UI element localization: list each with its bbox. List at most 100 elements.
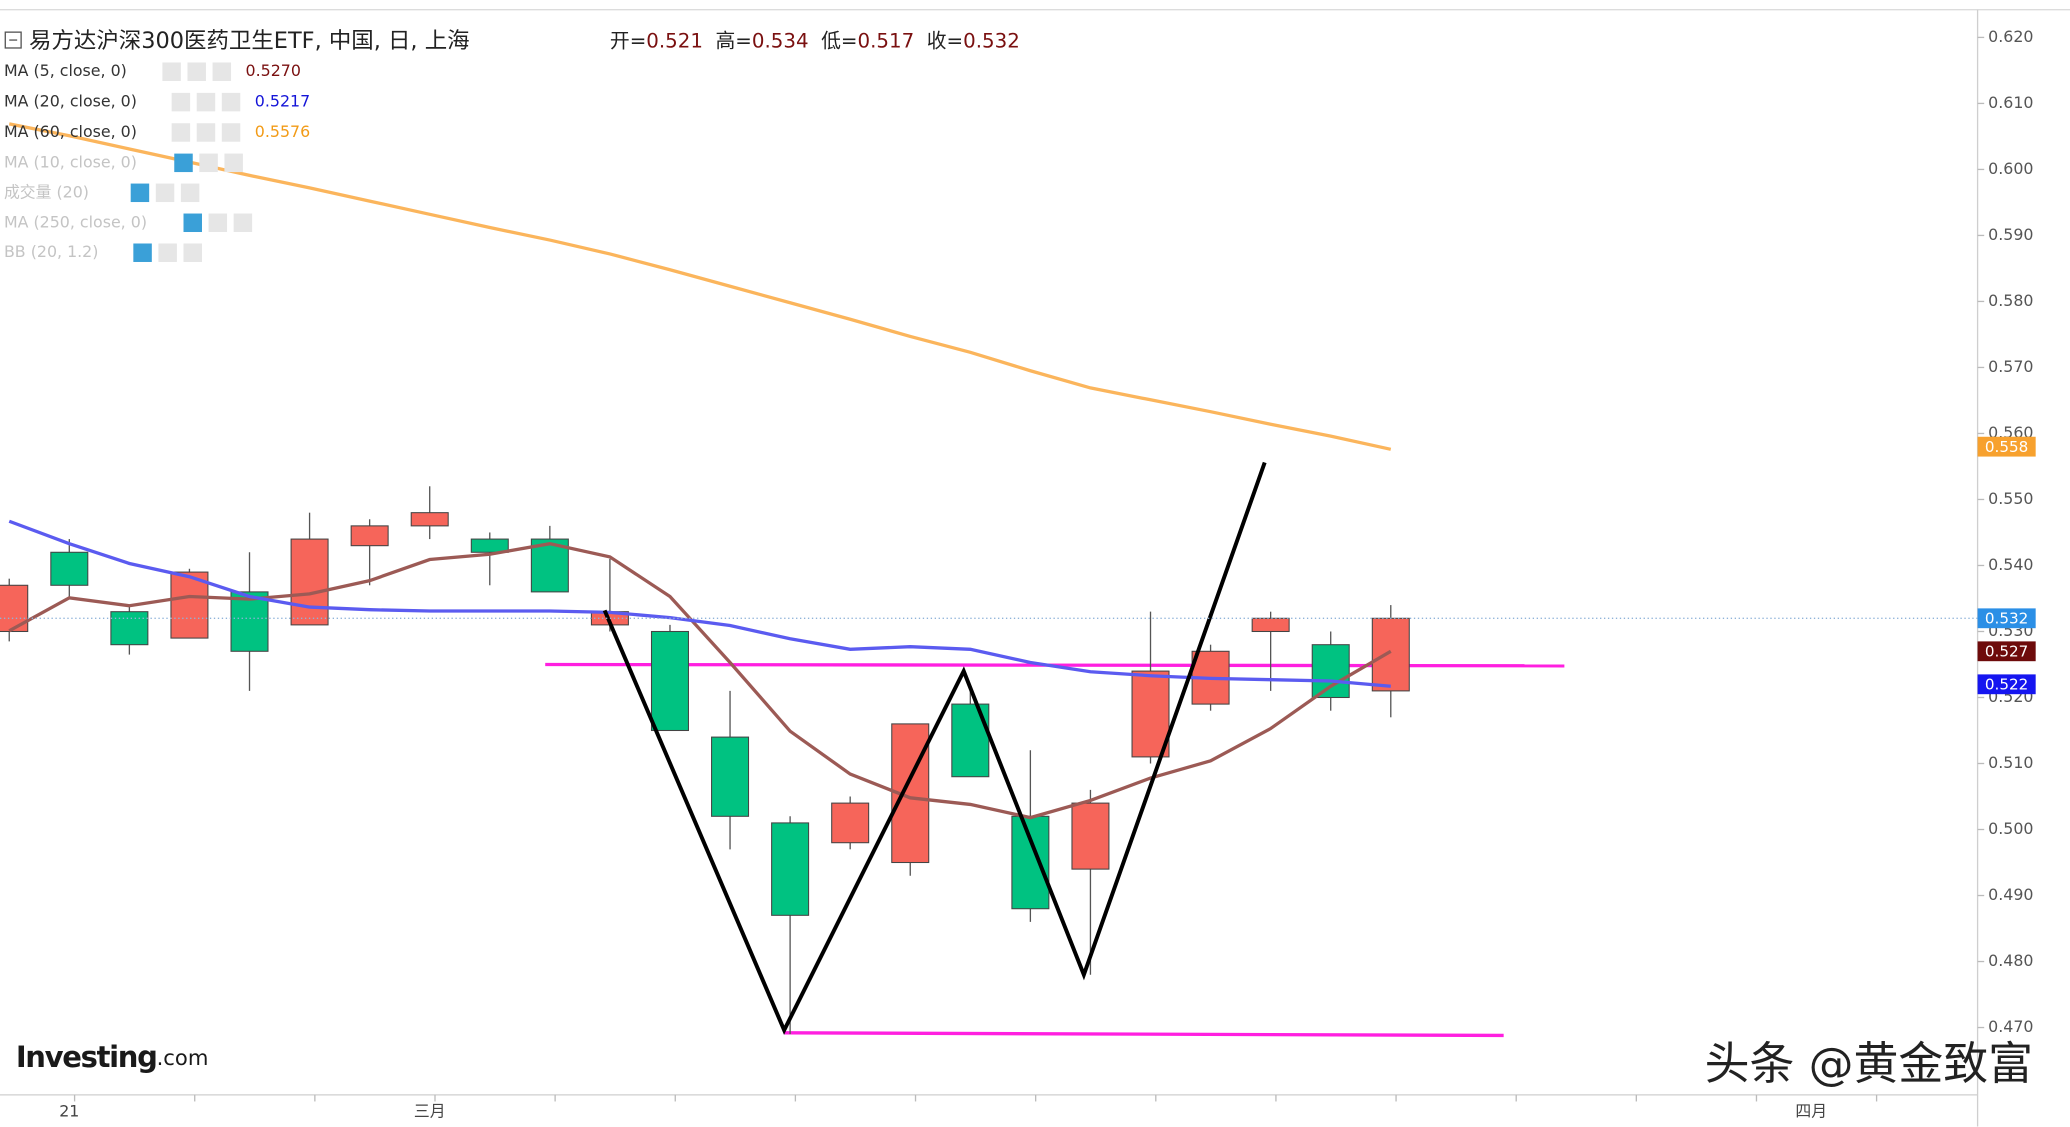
collapse-icon[interactable] (4, 31, 22, 49)
price-tag-label: 0.527 (1985, 642, 2028, 660)
chart-title: 易方达沪深300医药卫生ETF, 中国, 日, 上海 (29, 28, 470, 54)
logo: Investing.com (16, 1040, 209, 1074)
price-tag (1977, 641, 2036, 662)
y-tick-label: 0.580 (1988, 291, 2033, 310)
price-tag-label: 0.522 (1985, 675, 2028, 693)
hidden-indicator: 成交量 (20) (4, 182, 89, 201)
ohlc-item: 收=0.532 (927, 29, 1020, 52)
support-drawing (784, 1031, 1504, 1038)
x-tick-label: 四月 (1795, 1102, 1827, 1121)
legend-icon[interactable] (212, 62, 232, 81)
ohlc-value: 0.534 (752, 29, 809, 52)
legend-name: MA (20, close, 0) (4, 92, 137, 111)
candle-body (290, 538, 329, 626)
candle-body (650, 630, 689, 732)
price-tag-label: 0.558 (1985, 438, 2028, 456)
candle-body (831, 802, 870, 844)
legend-icon[interactable] (171, 92, 191, 112)
legend-icon[interactable] (158, 243, 177, 262)
price-tag (1977, 436, 2036, 457)
ohlc-item: 开=0.521 (610, 29, 703, 52)
ma-line (8, 122, 1392, 451)
legend-icon[interactable] (187, 62, 206, 81)
candle-body (1131, 670, 1170, 758)
candle-body (410, 512, 449, 527)
y-tick-label: 0.510 (1988, 753, 2033, 772)
legend-icon[interactable] (221, 92, 241, 112)
price-tag-label: 0.532 (1985, 609, 2028, 627)
y-tick-label: 0.470 (1988, 1017, 2033, 1036)
legend-name: MA (5, close, 0) (4, 61, 127, 80)
legend-icon[interactable] (155, 183, 175, 203)
hidden-indicator: BB (20, 1.2) (4, 242, 98, 261)
legend-icon[interactable] (233, 213, 253, 233)
legend-icon[interactable] (183, 243, 202, 262)
legend-icon[interactable] (224, 153, 243, 173)
ohlc-label: 开= (610, 29, 646, 52)
candle-body (110, 611, 149, 646)
y-tick-label: 0.490 (1988, 885, 2033, 904)
candle-body (711, 736, 750, 817)
price-tag (1977, 674, 2036, 695)
ma-lines (8, 122, 1392, 820)
y-tick-label: 0.620 (1988, 27, 2033, 46)
y-tick-label: 0.500 (1988, 819, 2033, 838)
legend-icon[interactable] (196, 123, 216, 142)
ohlc-label: 高= (716, 29, 752, 52)
legend-icon[interactable] (221, 123, 241, 142)
ohlc-item: 高=0.534 (716, 29, 809, 52)
ohlc-item: 低=0.517 (821, 29, 914, 52)
hidden-indicator: MA (250, close, 0) (4, 212, 147, 231)
candle-body (1311, 644, 1350, 699)
candle-body (1371, 617, 1410, 692)
x-tick-label: 三月 (414, 1102, 446, 1121)
candle-body (170, 571, 209, 639)
legend-icon[interactable] (130, 183, 150, 203)
pattern-drawing (602, 461, 1267, 1035)
candle-body (470, 538, 509, 553)
y-tick-label: 0.550 (1988, 489, 2033, 508)
legend-icon[interactable] (171, 123, 191, 142)
ohlc-value: 0.521 (646, 29, 703, 52)
legend-icon[interactable] (133, 243, 152, 262)
legend-icon[interactable] (208, 213, 228, 233)
y-tick-label: 0.540 (1988, 555, 2033, 574)
candle-body (951, 703, 990, 778)
y-tick-label: 0.480 (1988, 951, 2033, 970)
logo-suffix: .com (157, 1045, 209, 1070)
ma-line (8, 542, 1392, 820)
legend-value: 0.5576 (255, 122, 310, 141)
y-tick-label: 0.600 (1988, 159, 2033, 178)
y-tick-label: 0.610 (1988, 93, 2033, 112)
watermark: 头条 @黄金致富 (1705, 1037, 2033, 1090)
legend-icon[interactable] (196, 92, 216, 112)
legend-icon[interactable] (162, 62, 181, 81)
ohlc-label: 收= (927, 29, 963, 52)
legend-name: MA (60, close, 0) (4, 122, 137, 141)
logo-text: Investing (16, 1040, 157, 1074)
legend-icon[interactable] (183, 213, 202, 233)
candle-body (50, 551, 89, 586)
candle-body (1011, 815, 1050, 910)
ohlc-value: 0.517 (858, 29, 915, 52)
x-tick-label: 21 (59, 1102, 79, 1121)
candle-body (1071, 802, 1110, 870)
legend-icon[interactable] (174, 153, 193, 173)
ohlc-value: 0.532 (963, 29, 1020, 52)
legend-value: 0.5270 (246, 61, 301, 80)
y-tick-label: 0.590 (1988, 225, 2033, 244)
candle-body (1251, 617, 1290, 633)
legend-value: 0.5217 (255, 92, 310, 111)
ohlc-label: 低= (821, 29, 857, 52)
candle-body (771, 822, 810, 916)
candle-body (230, 591, 269, 652)
y-tick-label: 0.570 (1988, 357, 2033, 376)
legend-icon[interactable] (180, 183, 200, 203)
price-tag (1977, 608, 2036, 629)
legend-icon[interactable] (199, 153, 218, 173)
hidden-indicator: MA (10, close, 0) (4, 152, 137, 171)
candles (0, 486, 1410, 1035)
